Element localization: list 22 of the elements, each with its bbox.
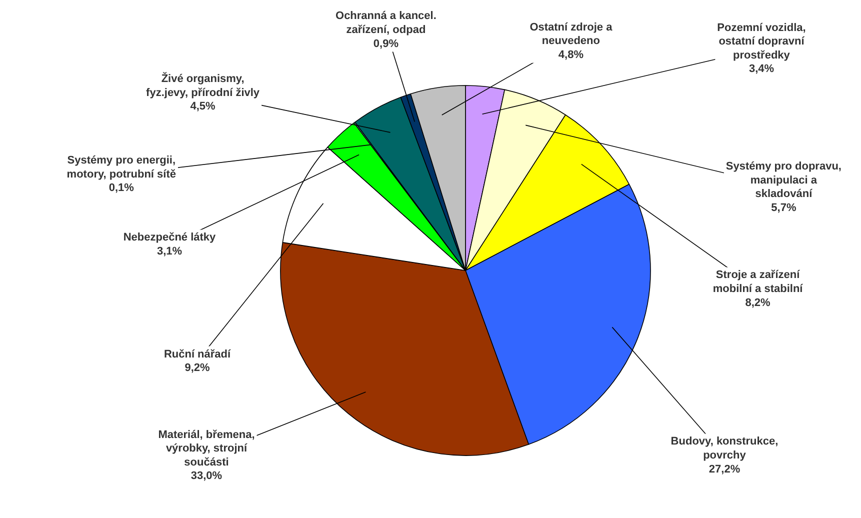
slice-label: Ruční nářadí	[164, 348, 232, 360]
data-label: 8,2%	[745, 296, 771, 309]
data-label: 5,7%	[771, 202, 796, 214]
slice-label: Ochranná a kancel. zařízení, odpad	[336, 10, 436, 36]
slice-label: Materiál, břemena, výrobky, strojní součásti	[158, 428, 255, 468]
data-label: 0,9%	[373, 38, 399, 50]
slice-label: Budovy, konstrukce, povrchy	[670, 436, 778, 462]
data-label: 3,1%	[156, 246, 182, 258]
slice-label: Pozemní vozidla, ostatní dopravní prostředky	[717, 22, 806, 62]
data-label: 9,2%	[184, 362, 210, 374]
slice-label: Ostatní zdroje a neuvedeno	[530, 21, 614, 48]
data-label: 4,8%	[558, 48, 584, 61]
data-label: 0,1%	[108, 182, 134, 194]
data-label: 33,0%	[190, 470, 222, 482]
slice-label: Nebezpečné látky	[123, 232, 217, 244]
data-label: 3,4%	[748, 63, 774, 76]
slice-label: Systémy pro dopravu, manipulaci a skladování	[726, 160, 842, 200]
data-label: 27,2%	[708, 463, 740, 476]
data-label: 4,5%	[190, 100, 216, 113]
slice-label: Systémy pro energii, motory, potrubní sítě	[66, 154, 176, 180]
slice-label: Stroje a zařízení mobilní a stabilní	[712, 269, 804, 295]
slice-label: Živé organismy, fyz.jevy, přírodní živly	[146, 72, 260, 99]
